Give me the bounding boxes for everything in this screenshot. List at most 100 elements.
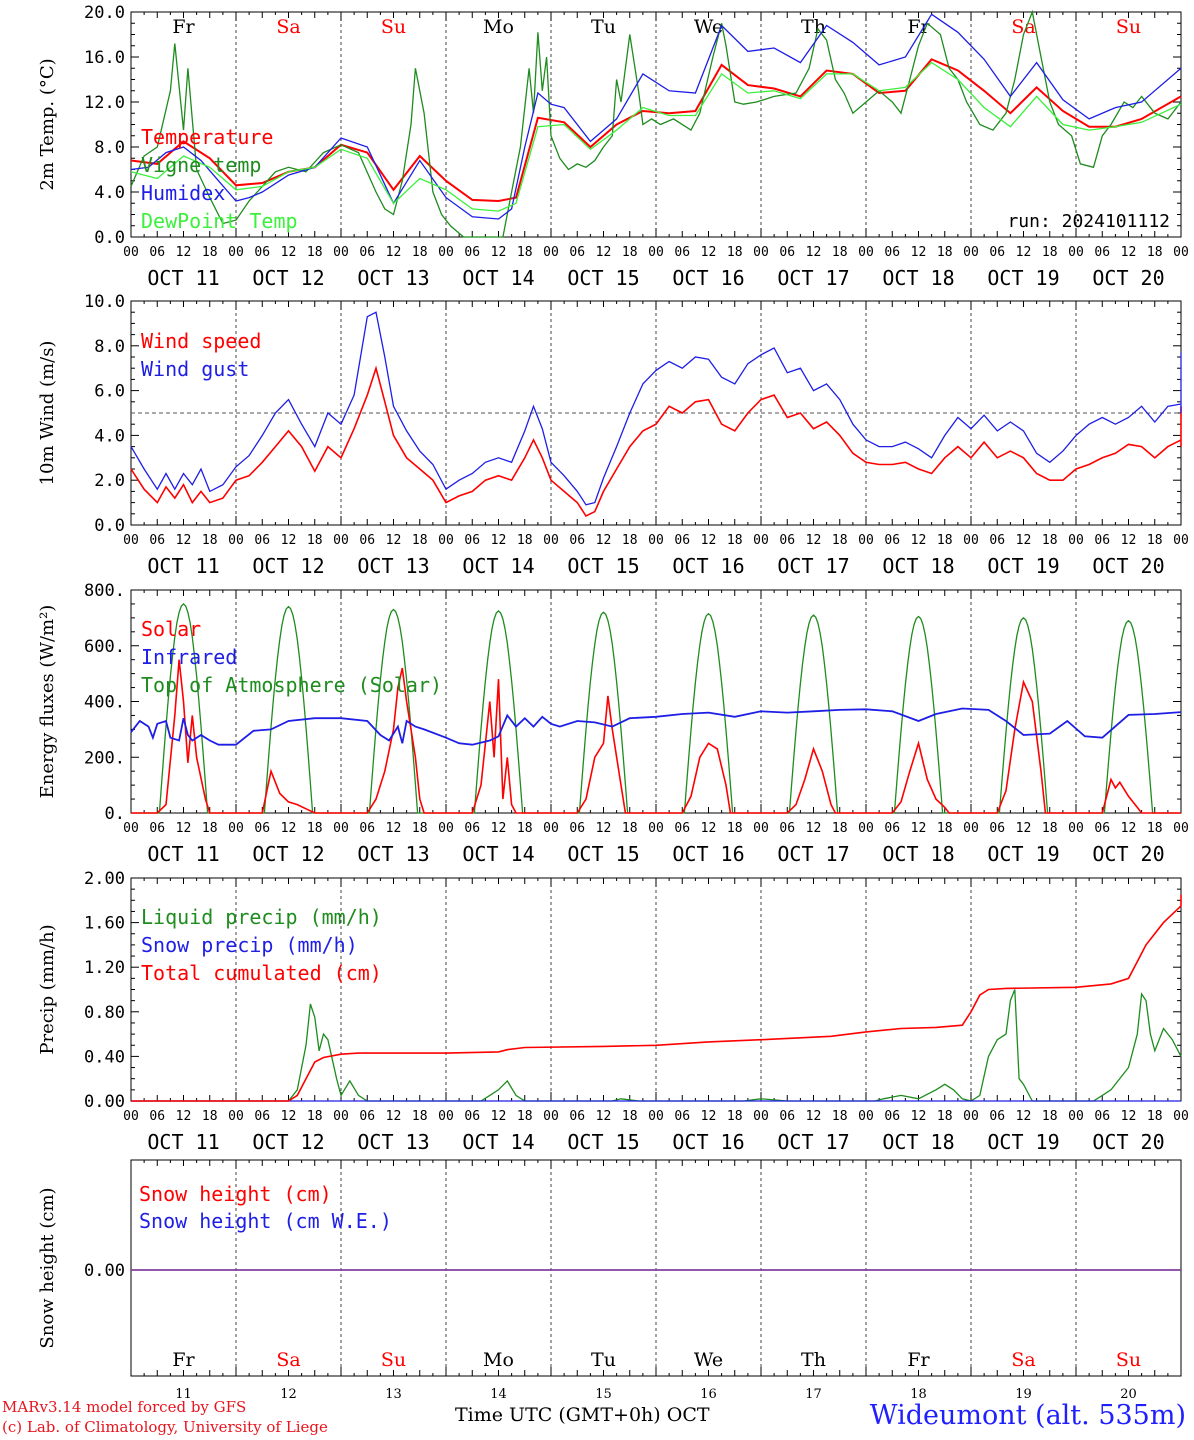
hour-tick-label: 12	[911, 821, 927, 836]
hour-tick-label: 06	[464, 821, 480, 836]
hour-tick-label: 12	[701, 533, 717, 548]
legend-entry: Snow height (cm)	[139, 1182, 332, 1206]
y-tick-label: 0.	[105, 804, 125, 824]
hour-tick-label: 00	[753, 533, 769, 548]
date-label: OCT 11	[147, 842, 219, 866]
hour-tick-label: 12	[176, 533, 192, 548]
legend-entry: Temperature	[141, 125, 273, 149]
hour-tick-label: 06	[464, 245, 480, 260]
hour-tick-label: 12	[176, 821, 192, 836]
hour-tick-label: 00	[123, 821, 139, 836]
date-label: OCT 19	[987, 266, 1059, 290]
date-number: 20	[1120, 1387, 1137, 1402]
date-label: OCT 14	[462, 842, 534, 866]
hour-tick-label: 18	[202, 533, 218, 548]
hour-tick-label: 00	[1173, 245, 1189, 260]
date-label: OCT 17	[777, 554, 849, 578]
panel-frame	[130, 589, 1182, 814]
hour-tick-label: 00	[228, 245, 244, 260]
legend-entry: Top of Atmosphere (Solar)	[141, 673, 442, 697]
hour-tick-label: 12	[1016, 1109, 1032, 1124]
weekday-label: Tu	[591, 16, 616, 38]
y-tick-label: 0.40	[84, 1047, 125, 1067]
date-number: 14	[490, 1387, 507, 1402]
series-infrared-line	[130, 707, 1182, 746]
hour-tick-label: 00	[648, 533, 664, 548]
hour-tick-label: 18	[622, 821, 638, 836]
hour-tick-label: 00	[228, 1109, 244, 1124]
date-label: OCT 11	[147, 1130, 219, 1154]
hour-tick-label: 18	[517, 821, 533, 836]
hour-tick-label: 00	[333, 245, 349, 260]
hour-tick-label: 12	[386, 1109, 402, 1124]
hour-tick-label: 18	[622, 1109, 638, 1124]
hour-tick-label: 00	[543, 821, 559, 836]
date-number: 12	[280, 1387, 297, 1402]
hour-tick-label: 06	[149, 245, 165, 260]
date-label: OCT 16	[672, 842, 744, 866]
date-label: OCT 13	[357, 266, 429, 290]
date-number: 11	[175, 1387, 192, 1402]
hour-tick-label: 18	[517, 533, 533, 548]
hour-tick-label: 18	[727, 245, 743, 260]
hour-tick-label: 00	[648, 245, 664, 260]
hour-tick-label: 06	[464, 1109, 480, 1124]
hour-tick-label: 12	[1016, 533, 1032, 548]
date-label: OCT 12	[252, 554, 324, 578]
hour-tick-label: 06	[989, 533, 1005, 548]
weekday-label: Su	[381, 16, 406, 38]
hour-tick-label: 06	[779, 533, 795, 548]
legend-entry: Total cumulated (cm)	[141, 961, 382, 985]
hour-tick-label: 18	[202, 821, 218, 836]
weekday-label: Th	[801, 16, 826, 38]
hour-tick-label: 06	[254, 245, 270, 260]
hour-tick-label: 00	[1173, 533, 1189, 548]
weekday-label: Mo	[483, 1349, 514, 1371]
hour-tick-label: 06	[149, 821, 165, 836]
hour-tick-label: 06	[569, 533, 585, 548]
hour-tick-label: 06	[989, 1109, 1005, 1124]
weekday-label: Fr	[172, 1349, 195, 1371]
hour-tick-label: 00	[543, 245, 559, 260]
hour-tick-label: 12	[1016, 245, 1032, 260]
hour-tick-label: 12	[596, 1109, 612, 1124]
hour-tick-label: 00	[123, 1109, 139, 1124]
hour-tick-label: 00	[438, 821, 454, 836]
month-label: OCT	[666, 1404, 710, 1426]
y-tick-label: 400.	[84, 693, 125, 713]
hour-tick-label: 18	[1147, 245, 1163, 260]
hour-tick-label: 06	[359, 821, 375, 836]
hour-tick-label: 18	[412, 1109, 428, 1124]
legend-entry: Liquid precip (mm/h)	[141, 905, 382, 929]
series-humidex-line	[130, 13, 1182, 220]
hour-tick-label: 12	[911, 1109, 927, 1124]
hour-tick-label: 12	[176, 1109, 192, 1124]
hour-tick-label: 06	[1094, 1109, 1110, 1124]
hour-tick-label: 12	[596, 533, 612, 548]
hour-tick-label: 12	[281, 245, 297, 260]
hour-tick-label: 12	[1016, 821, 1032, 836]
date-label: OCT 11	[147, 554, 219, 578]
hour-tick-label: 00	[543, 1109, 559, 1124]
hour-tick-label: 12	[491, 245, 507, 260]
hour-tick-label: 06	[674, 821, 690, 836]
weekday-label: Sa	[276, 1349, 300, 1371]
series-wind-gust-line	[130, 311, 1182, 506]
legend-entry: Snow precip (mm/h)	[141, 933, 358, 957]
date-label: OCT 14	[462, 266, 534, 290]
date-number: 19	[1015, 1387, 1032, 1402]
date-label: OCT 19	[987, 842, 1059, 866]
hour-tick-label: 12	[806, 821, 822, 836]
legend-entry: Wind gust	[141, 357, 249, 381]
y-axis-label: Energy fluxes (W/m²)	[37, 605, 58, 799]
hour-tick-label: 18	[727, 533, 743, 548]
hour-tick-label: 18	[832, 533, 848, 548]
weekday-label: Sa	[1011, 16, 1035, 38]
hour-tick-label: 12	[806, 533, 822, 548]
date-label: OCT 15	[567, 554, 639, 578]
date-label: OCT 13	[357, 554, 429, 578]
hour-tick-label: 12	[1121, 821, 1137, 836]
hour-tick-label: 12	[386, 821, 402, 836]
hour-tick-label: 00	[963, 821, 979, 836]
hour-tick-label: 06	[989, 245, 1005, 260]
